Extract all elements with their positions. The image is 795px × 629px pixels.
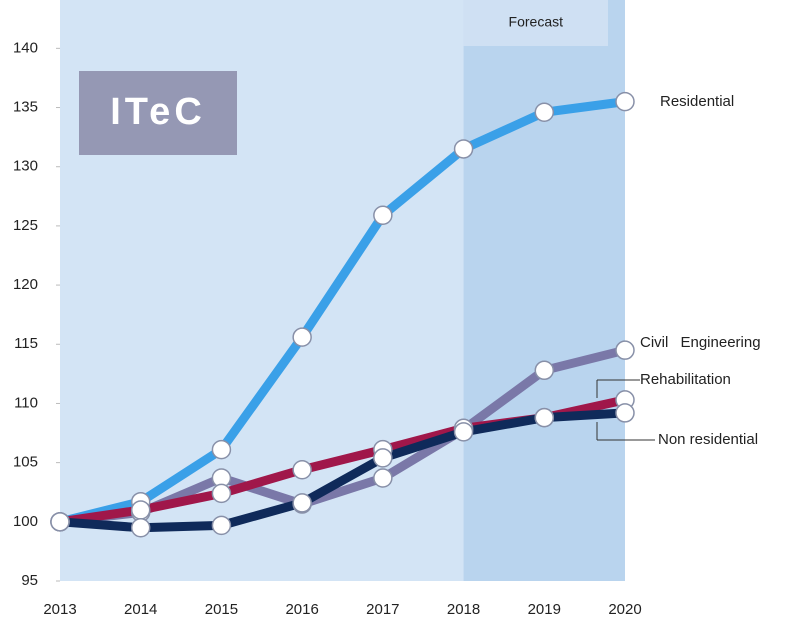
series-point [615, 91, 635, 112]
x-tick-label: 2013 [43, 601, 76, 618]
series-label: Residential [660, 93, 734, 110]
series-label: Rehabilitation [640, 371, 731, 388]
y-tick-label: 100 [13, 513, 38, 530]
series-point [534, 102, 555, 123]
x-tick-label: 2019 [528, 601, 561, 618]
x-tick-label: 2016 [285, 601, 318, 618]
series-label: Non residential [658, 431, 758, 448]
series-point [50, 512, 70, 532]
forecast-region [463, 0, 625, 581]
series-point [534, 360, 555, 381]
forecast-header [463, 0, 608, 46]
y-tick-label: 110 [14, 394, 38, 411]
series-point [453, 139, 474, 159]
x-tick-label: 2014 [124, 601, 157, 618]
series-point [211, 439, 232, 460]
x-tick-label: 2015 [205, 601, 238, 618]
series-line [59, 408, 626, 533]
series-point [130, 500, 151, 520]
y-tick-label: 140 [13, 39, 38, 56]
y-tick-label: 95 [21, 572, 38, 589]
y-tick-label: 125 [13, 217, 38, 234]
x-tick-label: 2020 [608, 601, 641, 618]
series-point [453, 422, 474, 442]
series-label: Civil Engineering [640, 334, 761, 351]
series-point [211, 515, 232, 536]
label-leader [596, 379, 640, 398]
series-point [292, 327, 312, 347]
logo-text: ITeC [110, 91, 206, 133]
y-tick-label: 115 [14, 335, 38, 352]
y-tick-label: 105 [13, 454, 38, 471]
series-point [211, 483, 232, 504]
series-point [534, 407, 555, 428]
forecast-label: Forecast [509, 14, 564, 30]
x-tick-label: 2018 [447, 601, 480, 618]
series-line [58, 97, 626, 527]
series-point [130, 517, 151, 538]
y-tick-label: 120 [13, 276, 38, 293]
logo-box [79, 71, 237, 155]
y-tick-label: 130 [13, 158, 38, 175]
series-point [292, 493, 312, 513]
y-tick-label: 135 [13, 98, 38, 115]
series-point [373, 448, 393, 468]
series-point [373, 468, 393, 488]
label-leader [596, 422, 655, 441]
x-tick-label: 2017 [366, 601, 399, 618]
series-point [615, 403, 635, 423]
series-point [615, 340, 635, 360]
series-point [292, 459, 312, 480]
series-point [373, 205, 393, 225]
